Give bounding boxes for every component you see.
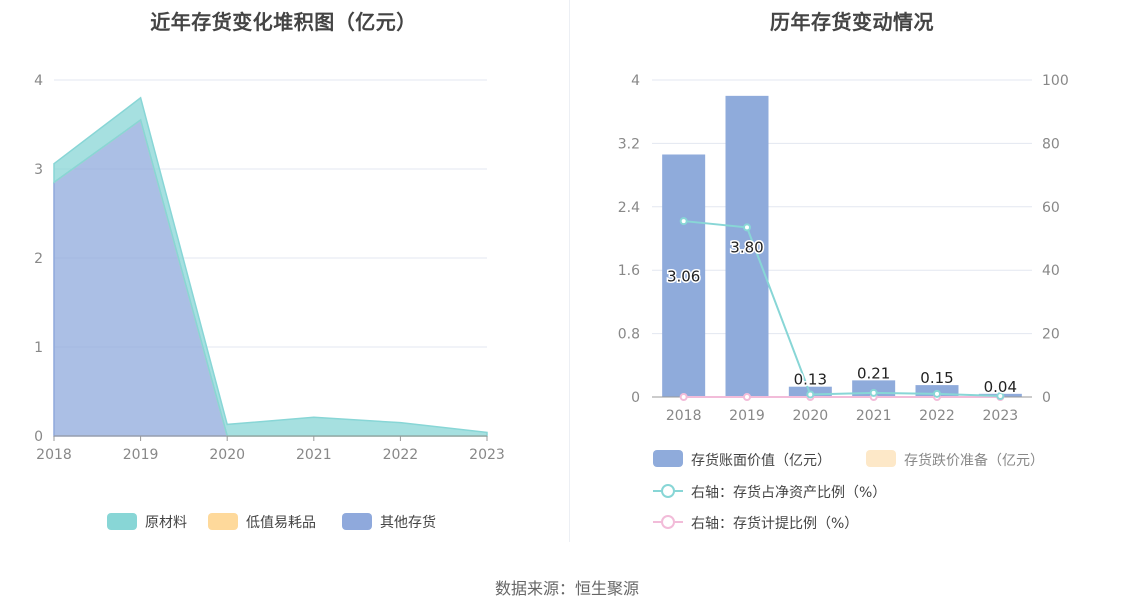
right-left-axis-tick-label: 0 bbox=[631, 390, 640, 406]
right-inventory-ratio-point bbox=[869, 388, 878, 397]
right-right-axis-tick-label: 20 bbox=[1042, 327, 1060, 343]
right-bar-data-label: 0.13 bbox=[794, 371, 827, 389]
left-x-tick-label: 2022 bbox=[383, 447, 419, 463]
right-x-tick-label: 2021 bbox=[856, 408, 892, 424]
right-left-axis-tick-label: 0.8 bbox=[618, 327, 640, 343]
right-bar-data-label: 0.21 bbox=[857, 364, 890, 382]
right-right-axis-tick-label: 100 bbox=[1042, 73, 1069, 89]
right-inventory-ratio-point bbox=[679, 217, 688, 226]
right-inventory-ratio-point bbox=[996, 392, 1005, 401]
right-provision-ratio-point bbox=[743, 393, 751, 401]
right-bar-book-value bbox=[725, 95, 769, 397]
right-x-tick-label: 2022 bbox=[919, 408, 955, 424]
panel-divider bbox=[569, 0, 570, 542]
left-x-tick-label: 2019 bbox=[123, 447, 159, 463]
left-legend-label[interactable]: 原材料 bbox=[145, 515, 187, 531]
left-area-series-0 bbox=[53, 118, 487, 437]
right-bar-data-label: 0.15 bbox=[920, 369, 953, 387]
left-y-tick-label: 1 bbox=[34, 340, 43, 356]
left-x-tick-label: 2021 bbox=[296, 447, 332, 463]
right-legend-label[interactable]: 存货账面价值（亿元） bbox=[691, 452, 831, 469]
left-area-chart: 0 1 2 3 4 2018 2019 2020 2021 2022 2023 原材料 低值易耗品 其他存… bbox=[34, 73, 505, 531]
left-y-tick-label: 2 bbox=[34, 251, 43, 267]
right-right-axis-tick-label: 80 bbox=[1042, 136, 1060, 152]
right-left-axis-tick-label: 1.6 bbox=[618, 263, 640, 279]
right-left-axis-tick-label: 2.4 bbox=[618, 200, 640, 216]
right-legend-label[interactable]: 存货跌价准备（亿元） bbox=[904, 452, 1044, 469]
right-chart-title: 历年存货变动情况 bbox=[770, 10, 934, 34]
right-x-tick-label: 2018 bbox=[666, 408, 702, 424]
right-bar-book-value bbox=[662, 154, 706, 397]
right-x-tick-label: 2023 bbox=[983, 408, 1019, 424]
right-chart-panel: 历年存货变动情况 0 0.8 1.6 2.4 3.2 4 0 20 40 60 80 100 2018 2… bbox=[570, 0, 1134, 560]
right-left-axis-tick-label: 3.2 bbox=[618, 136, 640, 152]
right-inventory-ratio-point bbox=[933, 389, 941, 398]
left-y-tick-label: 0 bbox=[34, 429, 43, 445]
left-legend-swatch[interactable] bbox=[107, 513, 137, 530]
right-inventory-ratio-point bbox=[743, 223, 751, 232]
left-x-tick-label: 2018 bbox=[36, 447, 72, 463]
left-legend-label[interactable]: 其他存货 bbox=[380, 514, 436, 531]
right-legend-marker[interactable] bbox=[661, 515, 675, 529]
left-y-tick-label: 4 bbox=[34, 73, 43, 89]
right-bar-data-label: 3.80 bbox=[730, 238, 763, 256]
left-legend-swatch[interactable] bbox=[208, 513, 238, 530]
right-legend-swatch[interactable] bbox=[653, 450, 683, 467]
right-right-axis-tick-label: 60 bbox=[1042, 200, 1060, 216]
left-legend-label[interactable]: 低值易耗品 bbox=[246, 515, 316, 531]
right-legend-swatch[interactable] bbox=[866, 450, 896, 467]
right-bar-data-label: 3.06 bbox=[667, 268, 700, 286]
left-y-tick-label: 3 bbox=[34, 162, 43, 178]
right-x-tick-label: 2020 bbox=[793, 408, 829, 424]
right-provision-ratio-point bbox=[679, 393, 688, 401]
right-legend-marker[interactable] bbox=[661, 484, 675, 498]
right-right-axis-tick-label: 40 bbox=[1042, 263, 1060, 279]
left-x-tick-label: 2023 bbox=[469, 447, 505, 463]
right-x-tick-label: 2019 bbox=[729, 408, 765, 424]
right-inventory-ratio-line bbox=[683, 220, 1001, 398]
left-chart-title: 近年存货变化堆积图（亿元） bbox=[150, 10, 417, 34]
data-source-note: 数据来源：恒生聚源 bbox=[494, 579, 639, 598]
left-x-tick-label: 2020 bbox=[209, 447, 245, 463]
right-legend-label[interactable]: 右轴：存货计提比例（%） bbox=[691, 515, 858, 532]
right-right-axis-tick-label: 0 bbox=[1042, 390, 1051, 406]
right-legend-label[interactable]: 右轴：存货占净资产比例（%） bbox=[691, 484, 886, 501]
right-inventory-ratio-point bbox=[806, 390, 815, 399]
left-legend-swatch[interactable] bbox=[342, 513, 372, 530]
right-bar-data-label: 0.04 bbox=[984, 378, 1017, 396]
right-left-axis-tick-label: 4 bbox=[631, 73, 640, 89]
left-chart-panel: 近年存货变化堆积图（亿元） 0 1 2 3 4 2018 2019 2020 2021 2022 2… bbox=[0, 0, 567, 560]
